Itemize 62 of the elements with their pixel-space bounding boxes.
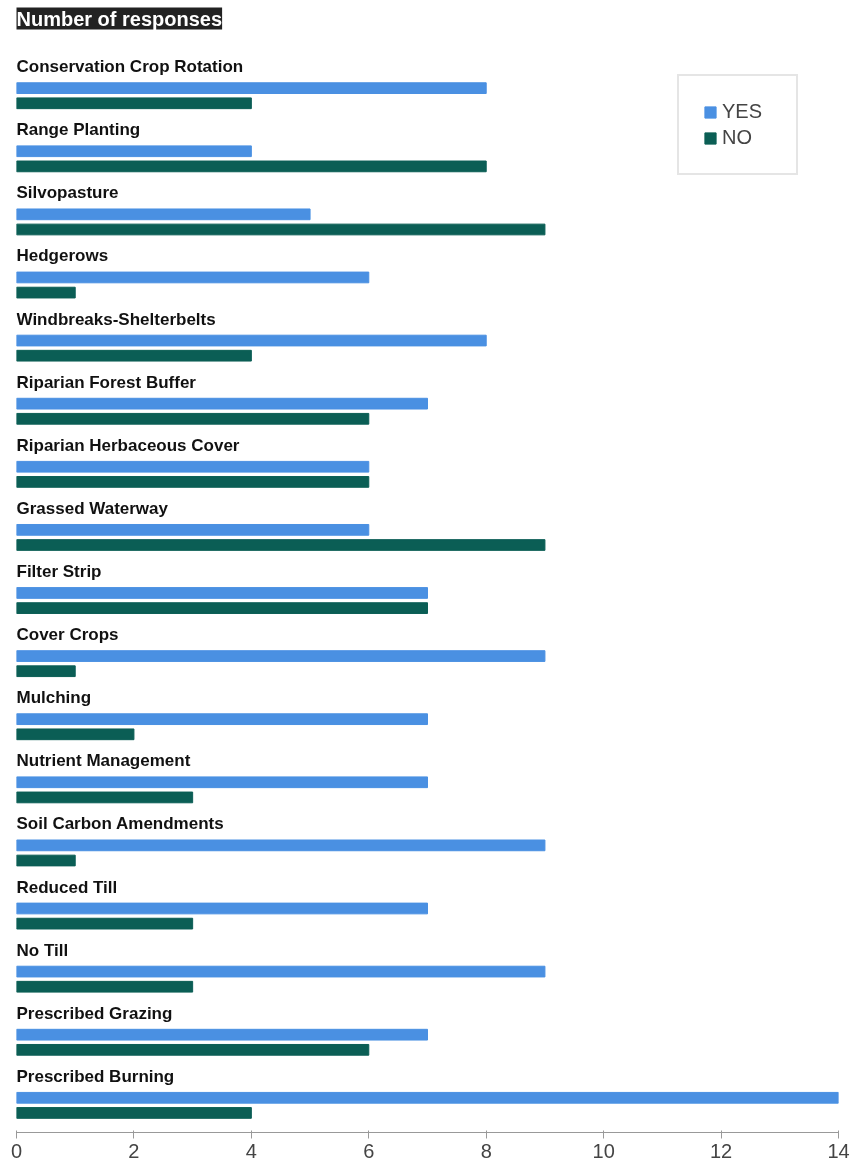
bar: [16, 334, 487, 347]
y-tick-label: Filter Strip: [16, 562, 102, 582]
bar: [16, 476, 370, 488]
bar: [16, 349, 252, 362]
y-tick-label: Riparian Forest Buffer: [16, 372, 197, 392]
bar: [16, 791, 194, 804]
bar: [16, 286, 76, 299]
y-tick-label: Prescribed Burning: [16, 1066, 175, 1086]
bar: [16, 776, 428, 789]
bar: [16, 539, 546, 551]
bar: [16, 650, 546, 662]
x-tick-label: 0: [10, 1139, 23, 1162]
bar: [16, 1107, 252, 1119]
bar: [16, 82, 487, 94]
legend-label: YES: [722, 100, 764, 123]
x-tick-label: 4: [245, 1139, 257, 1162]
bar: [16, 208, 311, 221]
bar: [16, 145, 252, 158]
y-tick-label: Range Planting: [16, 120, 141, 140]
bar: [16, 271, 370, 284]
bar: [16, 223, 546, 236]
bar: [16, 728, 135, 741]
bar: [16, 587, 428, 599]
x-tick-label: 2: [128, 1139, 140, 1162]
bar: [16, 397, 428, 410]
bar: [16, 665, 76, 678]
y-tick-label: Hedgerows: [16, 246, 109, 266]
y-tick-label: No Till: [16, 940, 69, 960]
bar: [16, 902, 428, 915]
bar: [16, 460, 370, 473]
bar: [16, 1091, 839, 1104]
y-tick-label: Prescribed Grazing: [16, 1003, 173, 1023]
x-tick-label: 8: [480, 1139, 492, 1162]
y-tick-label: Mulching: [16, 688, 92, 708]
x-tick-label: 10: [592, 1139, 615, 1162]
x-tick-label: 14: [827, 1139, 850, 1162]
y-tick-label: Conservation Crop Rotation: [16, 57, 244, 77]
y-tick-label: Riparian Herbaceous Cover: [16, 435, 240, 455]
y-tick-label: Cover Crops: [16, 625, 119, 645]
x-tick-label: 6: [363, 1139, 375, 1162]
y-tick-label: Grassed Waterway: [16, 498, 169, 518]
y-tick-label: Nutrient Management: [16, 751, 191, 771]
bar: [16, 1028, 428, 1041]
bar: [16, 713, 428, 726]
bar: [16, 602, 428, 614]
y-tick-label: Windbreaks-Shelterbelts: [16, 309, 216, 329]
chart-title: Number of responses: [16, 7, 223, 30]
bar: [16, 854, 76, 867]
y-tick-label: Reduced Till: [16, 877, 118, 897]
bar: [16, 839, 546, 852]
bar: [16, 917, 194, 930]
bar: [16, 524, 370, 536]
bar: [16, 965, 546, 978]
bar: [16, 412, 370, 425]
x-tick-label: 12: [709, 1139, 733, 1162]
bar: [16, 1043, 370, 1056]
bar: [16, 97, 252, 110]
bar: [16, 160, 487, 173]
bar: [16, 980, 194, 993]
y-tick-label: Silvopasture: [16, 183, 119, 203]
y-tick-label: Soil Carbon Amendments: [16, 814, 224, 834]
legend-label: NO: [722, 126, 753, 149]
